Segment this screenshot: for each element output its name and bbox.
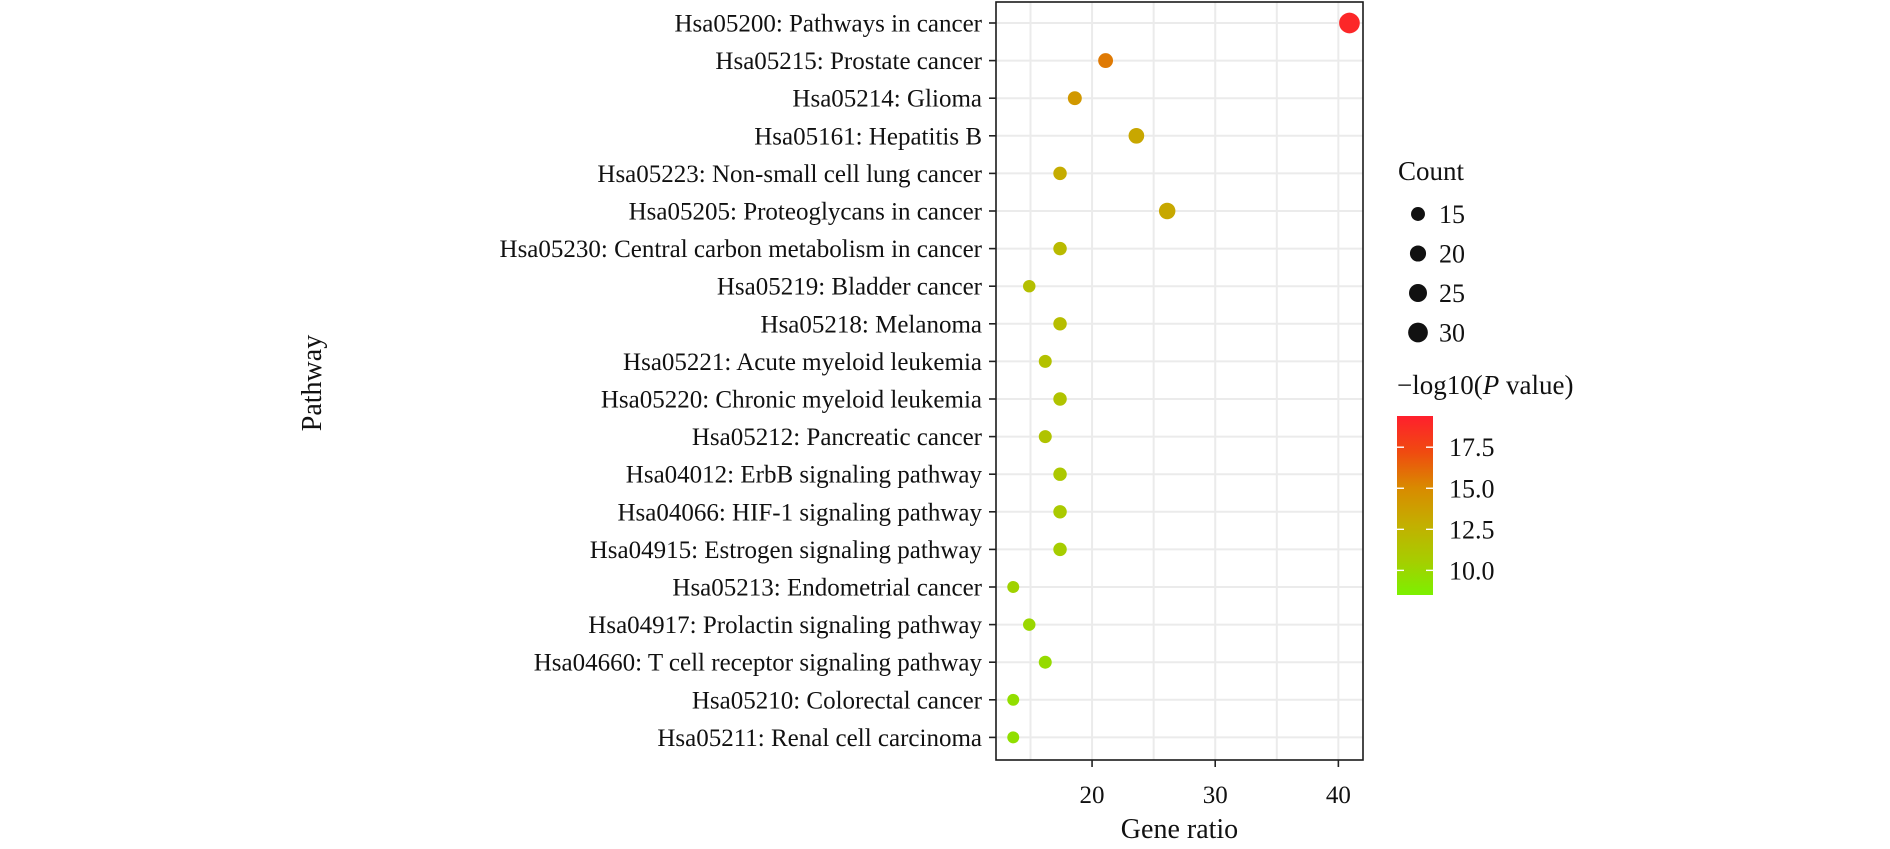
y-tick-label: Hsa05223: Non-small cell lung cancer <box>597 161 982 188</box>
data-point <box>1038 430 1052 444</box>
size-legend-label: 20 <box>1439 240 1465 269</box>
data-point <box>1053 542 1067 557</box>
y-tick-label: Hsa05205: Proteoglycans in cancer <box>629 199 983 226</box>
data-point <box>1038 655 1052 669</box>
y-tick-label: Hsa04660: T cell receptor signaling path… <box>534 650 983 677</box>
y-tick-label: Hsa05210: Colorectal cancer <box>692 687 983 714</box>
colorbar-tick-label: 10.0 <box>1449 556 1495 585</box>
data-point <box>1053 392 1067 406</box>
colorbar-tick-label: 15.0 <box>1449 474 1495 503</box>
size-legend-label: 15 <box>1439 200 1465 229</box>
data-point <box>1007 693 1020 706</box>
grid-lines <box>996 2 1363 760</box>
size-legend-key <box>1409 245 1427 262</box>
y-tick-label: Hsa05213: Endometrial cancer <box>672 575 982 602</box>
size-legend-label: 25 <box>1439 279 1465 308</box>
y-tick-label: Hsa05161: Hepatitis B <box>754 123 982 150</box>
x-axis: 20 30 40 <box>1080 760 1351 809</box>
data-point <box>1038 354 1052 368</box>
data-point <box>1158 202 1176 220</box>
size-legend-title: Count <box>1398 156 1465 186</box>
y-tick-label: Hsa05218: Melanoma <box>761 311 982 338</box>
data-point <box>1053 241 1067 256</box>
y-tick-label: Hsa04915: Estrogen signaling pathway <box>590 537 983 564</box>
size-legend-label: 30 <box>1439 319 1465 348</box>
size-legend-key <box>1408 322 1428 343</box>
data-points <box>1007 12 1360 744</box>
data-point <box>1007 581 1020 593</box>
y-tick-label: Hsa05221: Acute myeloid leukemia <box>623 349 982 376</box>
colorbar <box>1397 416 1433 595</box>
y-tick-label: Hsa05230: Central carbon metabolism in c… <box>500 236 983 263</box>
data-point <box>1339 12 1360 34</box>
data-point <box>1053 505 1067 519</box>
data-point <box>1007 731 1020 744</box>
x-axis-title: Gene ratio <box>1121 814 1238 845</box>
color-legend-title-prefix: −log10( <box>1397 370 1483 400</box>
y-tick-label: Hsa05211: Renal cell carcinoma <box>657 725 982 752</box>
data-point <box>1023 618 1036 631</box>
data-point <box>1053 317 1067 331</box>
size-legend-key <box>1411 207 1425 221</box>
y-tick-label: Hsa05219: Bladder cancer <box>717 274 983 301</box>
y-tick-label: Hsa04012: ErbB signaling pathway <box>626 462 983 489</box>
color-legend: −log10(P value) 17.5 15.0 12.5 10.0 <box>1397 370 1573 595</box>
x-tick-label: 30 <box>1203 782 1228 809</box>
y-tick-label: Hsa05200: Pathways in cancer <box>674 11 982 38</box>
colorbar-tick-label: 12.5 <box>1449 515 1495 544</box>
y-axis: Hsa05200: Pathways in cancer Hsa05215: Pr… <box>500 11 996 752</box>
y-tick-label: Hsa05212: Pancreatic cancer <box>692 424 983 451</box>
color-legend-title-suffix: value) <box>1499 370 1573 400</box>
x-tick-label: 20 <box>1080 782 1105 809</box>
data-point <box>1053 467 1067 481</box>
data-point <box>1023 279 1036 293</box>
color-legend-title: −log10(P value) <box>1397 370 1573 400</box>
y-tick-label: Hsa04917: Prolactin signaling pathway <box>588 612 982 639</box>
y-tick-label: Hsa05215: Prostate cancer <box>715 48 982 75</box>
data-point <box>1067 91 1082 106</box>
y-tick-label: Hsa04066: HIF-1 signaling pathway <box>617 499 982 526</box>
y-tick-label: Hsa05220: Chronic myeloid leukemia <box>601 387 982 414</box>
x-tick-label: 40 <box>1326 782 1351 809</box>
panel-border <box>995 1 1364 761</box>
color-legend-title-italic: P <box>1482 370 1500 400</box>
y-tick-label: Hsa05214: Glioma <box>792 86 982 113</box>
size-legend-key <box>1409 284 1427 302</box>
colorbar-tick-label: 17.5 <box>1449 433 1495 462</box>
data-point <box>1128 127 1145 144</box>
data-point <box>1053 166 1067 181</box>
data-point <box>1098 53 1114 69</box>
size-legend: Count 15 20 25 30 <box>1398 156 1465 348</box>
y-axis-title: Pathway <box>297 335 328 431</box>
